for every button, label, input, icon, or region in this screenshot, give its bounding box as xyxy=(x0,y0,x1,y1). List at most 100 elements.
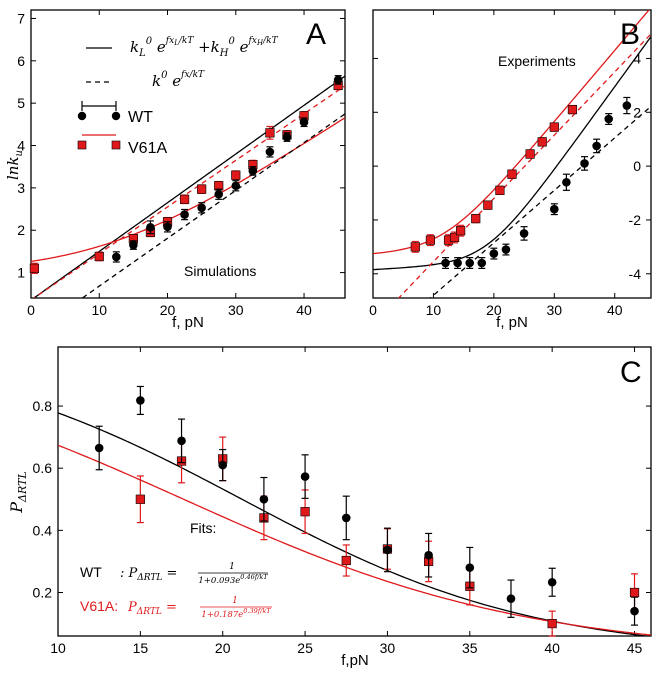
data-point-wt xyxy=(259,494,269,504)
data-point-v61a xyxy=(549,122,559,132)
data-point-wt xyxy=(465,563,475,572)
panel-b-chart: 0 10 20 30 40 -4 -2 0 2 4 xyxy=(369,9,652,318)
data-point-wt xyxy=(112,252,121,262)
x-tick-label: 0 xyxy=(369,302,377,318)
data-point-wt xyxy=(218,460,228,470)
y-tick-label: -2 xyxy=(629,212,642,228)
panel-c-fit-wt: WT : PΔRTL = 1 1+0.093e0.46f/kT xyxy=(80,562,268,586)
data-point-wt xyxy=(547,577,557,587)
data-point-v61a xyxy=(507,169,517,179)
data-point-wt xyxy=(146,222,155,232)
panel-b-xlabel: f, pN xyxy=(496,314,528,331)
data-point-v61a xyxy=(425,235,436,245)
y-tick-label: 0.2 xyxy=(33,584,53,600)
y-tick-label: 5 xyxy=(17,95,25,111)
panel-b-letter: B xyxy=(620,18,640,51)
data-point-wt xyxy=(519,229,529,238)
x-tick-label: 20 xyxy=(486,302,502,318)
panel-a-legend: kL0 efxL/kT +kH0 efxH/kT k0 efx/kT WT V6… xyxy=(77,36,279,157)
data-point-wt xyxy=(265,147,275,157)
fit-wt-formula: 1+0.093e0.46f/kT xyxy=(198,573,268,586)
plot-frame xyxy=(372,9,652,299)
x-tick-label: 30 xyxy=(380,640,396,656)
x-tick-label: 45 xyxy=(627,640,643,656)
data-point-wt xyxy=(465,258,474,268)
panel-a-annotation: Simulations xyxy=(184,263,256,279)
plot-frame xyxy=(30,9,346,299)
data-point-wt xyxy=(180,210,189,219)
data-point-v61a xyxy=(341,555,351,566)
fit-line-v61a-dashed xyxy=(32,85,345,298)
data-point-wt xyxy=(300,472,310,481)
data-point-wt xyxy=(299,117,309,127)
x-tick-label: 20 xyxy=(215,640,231,656)
panel-c-fit-v61a: V61A: PΔRTL = 1 1+0.187e0.39f/kT xyxy=(80,596,272,620)
fit-v61a-prefix: V61A: xyxy=(80,598,118,614)
data-point-wt xyxy=(163,222,172,232)
data-point-wt xyxy=(622,101,632,110)
data-point-v61a xyxy=(135,494,145,504)
x-tick-label: 35 xyxy=(462,640,478,656)
legend-dashed-formula: k0 efx/kT xyxy=(152,70,205,90)
legend-wt-label: WT xyxy=(128,109,153,126)
plot-frame xyxy=(57,346,652,637)
y-tick-label: 0 xyxy=(633,158,641,174)
y-tick-label: 0.8 xyxy=(33,398,53,414)
panel-c-xlabel: f,pN xyxy=(341,652,369,669)
x-tick-label: 40 xyxy=(296,302,312,318)
x-tick-label: 20 xyxy=(160,302,176,318)
data-point-wt xyxy=(580,159,589,168)
x-tick-label: 30 xyxy=(547,302,563,318)
data-point-wt xyxy=(489,249,499,258)
svg-text:PΔRTL =: PΔRTL = xyxy=(127,600,177,617)
data-point-v61a xyxy=(537,137,547,147)
data-point-wt xyxy=(214,189,224,199)
fit-line-wt-dashed xyxy=(429,105,651,298)
y-tick-label: 1 xyxy=(17,265,25,281)
data-point-wt xyxy=(592,141,601,151)
panel-a-letter: A xyxy=(306,18,326,51)
data-point-wt xyxy=(506,594,516,604)
y-tick-label: 6 xyxy=(17,53,25,69)
data-point-v61a xyxy=(197,184,207,194)
legend-v61a-marker xyxy=(77,134,121,150)
fit-line-wt-dashed xyxy=(81,113,345,298)
data-point-wt xyxy=(477,258,487,268)
data-point-v61a xyxy=(265,128,275,138)
data-point-v61a xyxy=(410,242,420,252)
x-tick-label: 10 xyxy=(426,302,442,318)
fit-wt-prefix: WT xyxy=(80,564,102,580)
data-point-v61a xyxy=(300,507,310,517)
x-tick-label: 25 xyxy=(297,640,313,656)
data-point-v61a xyxy=(456,226,466,236)
y-tick-label: 4 xyxy=(17,138,25,154)
fit-line-v61a-solid xyxy=(373,10,650,255)
panel-c-letter: C xyxy=(620,356,642,389)
data-point-v61a xyxy=(495,185,505,195)
fit-line-v61a-solid xyxy=(31,117,345,263)
y-tick-label: 0.6 xyxy=(33,460,53,476)
panel-b-annotation: Experiments xyxy=(498,53,576,69)
data-point-wt xyxy=(94,443,104,453)
panel-c-chart: 10 15 20 25 30 35 40 45 0.2 0.4 0.6 0.8 xyxy=(33,346,652,656)
data-point-wt xyxy=(562,177,571,187)
data-point-wt xyxy=(129,240,138,250)
y-tick-label: 2 xyxy=(17,222,25,238)
data-point-wt xyxy=(177,436,186,446)
panel-c-ylabel: PΔRTL xyxy=(7,471,29,513)
fit-line-wt xyxy=(58,412,651,636)
x-tick-label: 15 xyxy=(133,640,149,656)
svg-text:1: 1 xyxy=(232,596,238,606)
panel-c-fits-title: Fits: xyxy=(190,520,216,536)
panel-a-chart: 0 10 20 30 40 1 2 3 4 5 6 7 xyxy=(17,9,346,318)
data-point-wt xyxy=(282,132,292,142)
svg-text:PΔRTL: PΔRTL xyxy=(7,471,29,513)
data-point-wt xyxy=(231,181,241,191)
x-tick-label: 40 xyxy=(607,302,623,318)
legend-wt-marker xyxy=(77,101,121,121)
x-tick-label: 40 xyxy=(544,640,560,656)
data-point-wt xyxy=(248,166,258,176)
data-point-v61a xyxy=(231,170,241,180)
data-point-v61a xyxy=(567,104,578,115)
